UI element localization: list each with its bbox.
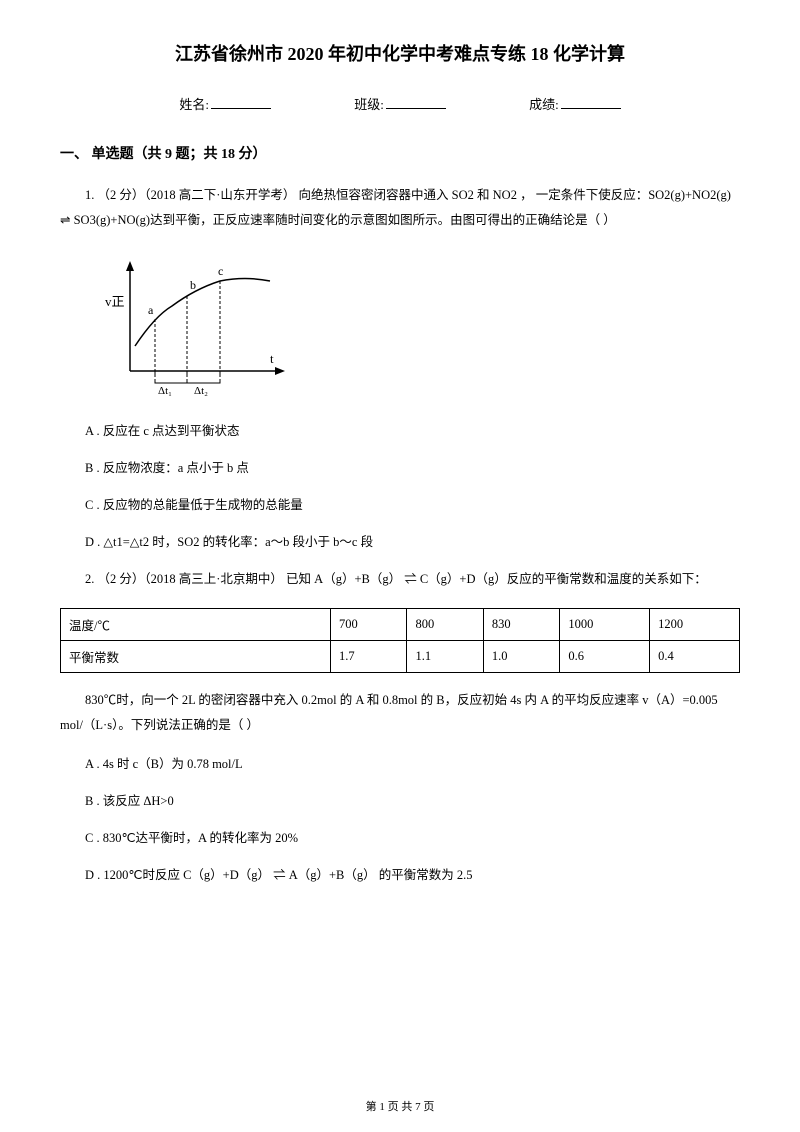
table-row: 平衡常数 1.7 1.1 1.0 0.6 0.4: [61, 641, 740, 673]
section-header: 一、 单选题（共 9 题；共 18 分）: [60, 143, 740, 163]
table-cell: 平衡常数: [61, 641, 331, 673]
point-c-label: c: [218, 264, 223, 278]
q1-option-c: C . 反应物的总能量低于生成物的总能量: [60, 493, 740, 518]
q2-option-a: A . 4s 时 c（B）为 0.78 mol/L: [60, 752, 740, 777]
table-cell: 1.1: [407, 641, 483, 673]
page-title: 江苏省徐州市 2020 年初中化学中考难点专练 18 化学计算: [60, 40, 740, 66]
q1-option-b: B . 反应物浓度：a 点小于 b 点: [60, 456, 740, 481]
q1-option-d: D . △t1=△t2 时，SO2 的转化率：a～b 段小于 b～c 段: [60, 530, 740, 555]
equilibrium-table: 温度/℃ 700 800 830 1000 1200 平衡常数 1.7 1.1 …: [60, 608, 740, 673]
table-row: 温度/℃ 700 800 830 1000 1200: [61, 609, 740, 641]
q2-follow: 830℃时，向一个 2L 的密闭容器中充入 0.2mol 的 A 和 0.8mo…: [60, 688, 740, 738]
point-b-label: b: [190, 278, 196, 292]
question-1: 1. （2 分）（2018 高二下·山东开学考） 向绝热恒容密闭容器中通入 SO…: [60, 183, 740, 233]
q1-option-a: A . 反应在 c 点达到平衡状态: [60, 419, 740, 444]
table-cell: 1200: [650, 609, 740, 641]
table-cell: 1.0: [483, 641, 559, 673]
q1-text: 1. （2 分）（2018 高二下·山东开学考） 向绝热恒容密闭容器中通入 SO…: [60, 183, 740, 233]
question-2: 2. （2 分）（2018 高三上·北京期中） 已知 A（g）+B（g） ⇌ C…: [60, 567, 740, 592]
table-cell: 830: [483, 609, 559, 641]
graph-container: a b c v正 t Δt₁ Δt₂: [100, 251, 740, 401]
info-line: 姓名: 班级: 成绩:: [60, 94, 740, 113]
dt2-label: Δt₂: [194, 385, 208, 396]
table-cell: 0.6: [560, 641, 650, 673]
class-label: 班级:: [354, 94, 384, 113]
q2-option-b: B . 该反应 ΔH>0: [60, 789, 740, 814]
table-cell: 1.7: [331, 641, 407, 673]
q2-option-d: D . 1200℃时反应 C（g）+D（g） ⇌ A（g）+B（g） 的平衡常数…: [60, 863, 740, 888]
q2-option-c: C . 830℃达平衡时，A 的转化率为 20%: [60, 826, 740, 851]
rate-time-graph: a b c v正 t Δt₁ Δt₂: [100, 251, 290, 396]
name-label: 姓名:: [179, 94, 209, 113]
table-cell: 温度/℃: [61, 609, 331, 641]
q2-text: 2. （2 分）（2018 高三上·北京期中） 已知 A（g）+B（g） ⇌ C…: [60, 567, 740, 592]
table-cell: 1000: [560, 609, 650, 641]
score-blank: [561, 108, 621, 109]
score-label: 成绩:: [529, 94, 559, 113]
table-cell: 700: [331, 609, 407, 641]
x-axis-label: t: [270, 351, 274, 366]
page-footer: 第 1 页 共 7 页: [0, 1098, 800, 1114]
table-cell: 800: [407, 609, 483, 641]
table-cell: 0.4: [650, 641, 740, 673]
class-blank: [386, 108, 446, 109]
point-a-label: a: [148, 303, 154, 317]
y-axis-label: v正: [105, 294, 125, 309]
dt1-label: Δt₁: [158, 385, 172, 396]
name-blank: [211, 108, 271, 109]
